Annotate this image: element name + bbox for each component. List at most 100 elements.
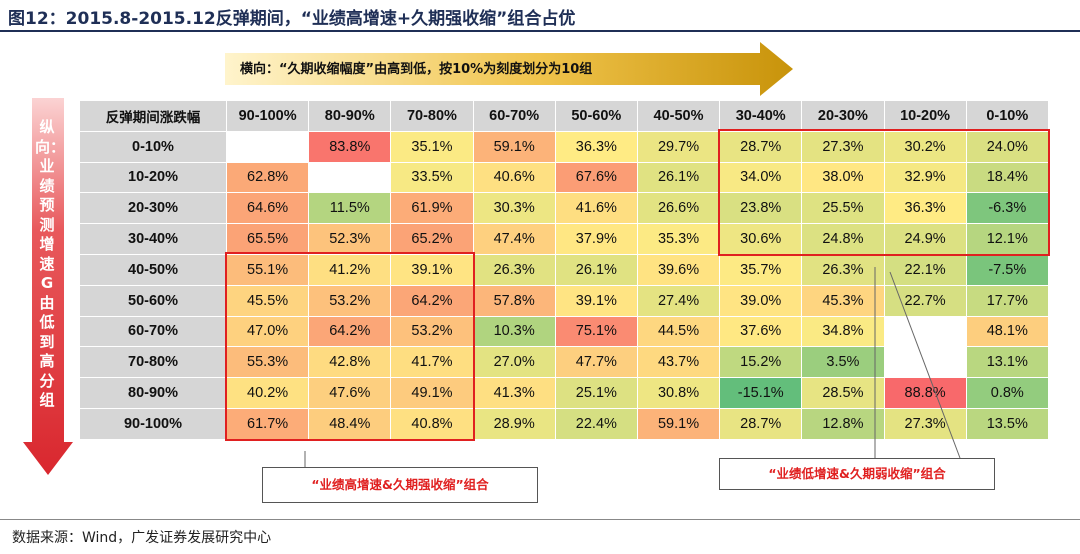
heatmap-cell: 37.6% bbox=[719, 315, 803, 348]
heatmap-cell: 55.3% bbox=[225, 346, 310, 379]
column-header: 90-100% bbox=[225, 100, 310, 132]
heatmap-cell: 34.0% bbox=[719, 161, 803, 194]
heatmap-grid: 反弹期间涨跌幅 90-100% 80-90% 70-80% 60-70% 50-60% 40… bbox=[79, 100, 1051, 442]
heatmap-cell: 64.2% bbox=[390, 284, 474, 317]
heatmap-cell: 28.7% bbox=[719, 407, 803, 440]
heatmap-cell: 65.5% bbox=[225, 223, 310, 255]
column-header: 40-50% bbox=[636, 100, 721, 132]
heatmap-cell bbox=[883, 315, 967, 348]
heatmap-cell: 13.5% bbox=[965, 407, 1049, 440]
heatmap-cell: 47.7% bbox=[554, 346, 638, 379]
heatmap-cell: 88.8% bbox=[883, 377, 967, 409]
callout-low-growth-weak-shrink: “业绩低增速&久期弱收缩”组合 bbox=[719, 458, 995, 490]
vertical-axis-note: 纵向：业绩预测增速G由低到高分组 bbox=[35, 118, 66, 409]
heatmap-cell: 40.2% bbox=[225, 377, 310, 409]
heatmap-cell: 41.6% bbox=[554, 192, 638, 225]
heatmap-cell: 41.3% bbox=[472, 377, 556, 409]
heatmap-cell: 47.4% bbox=[472, 223, 556, 255]
heatmap-cell: 61.7% bbox=[225, 407, 310, 440]
heatmap-cell: 34.8% bbox=[801, 315, 885, 348]
heatmap-cell: 53.2% bbox=[390, 315, 474, 348]
heatmap-cell: 64.2% bbox=[308, 315, 392, 348]
heatmap-cell: 40.8% bbox=[390, 407, 474, 440]
heatmap-cell: 36.3% bbox=[883, 192, 967, 225]
column-header: 20-30% bbox=[801, 100, 885, 132]
row-header: 50-60% bbox=[79, 284, 227, 317]
heatmap-cell: 37.9% bbox=[554, 223, 638, 255]
heatmap-cell: 15.2% bbox=[719, 346, 803, 379]
heatmap-cell: -6.3% bbox=[965, 192, 1049, 225]
heatmap-body: 0-10% 83.8% 35.1% 59.1% 36.3% 29.7% 28.7% 27.3%… bbox=[79, 130, 1049, 440]
row-header: 30-40% bbox=[79, 223, 227, 255]
heatmap-cell: 38.0% bbox=[801, 161, 885, 194]
heatmap-cell: 22.7% bbox=[883, 284, 967, 317]
heatmap-cell: 22.4% bbox=[554, 407, 638, 440]
vertical-arrow-shape bbox=[23, 98, 73, 475]
heatmap-cell: 26.3% bbox=[472, 253, 556, 286]
heatmap-cell: 26.1% bbox=[636, 161, 721, 194]
heatmap-cell: 53.2% bbox=[308, 284, 392, 317]
heatmap-table: 反弹期间涨跌幅 90-100% 80-90% 70-80% 60-70% 50-60% 40… bbox=[79, 100, 1049, 440]
heatmap-cell: 67.6% bbox=[554, 161, 638, 194]
heatmap-cell: 27.0% bbox=[472, 346, 556, 379]
heatmap-cell: 30.2% bbox=[883, 130, 967, 163]
heatmap-cell: 26.3% bbox=[801, 253, 885, 286]
heatmap-cell: 59.1% bbox=[472, 130, 556, 163]
heatmap-cell: 36.3% bbox=[554, 130, 638, 163]
column-header: 70-80% bbox=[390, 100, 474, 132]
heatmap-cell bbox=[225, 130, 310, 163]
heatmap-row: 20-30% 64.6% 11.5% 61.9% 30.3% 41.6% 26.6% 23.8… bbox=[79, 192, 1049, 225]
heatmap-cell: 39.1% bbox=[554, 284, 638, 317]
heatmap-cell: 27.3% bbox=[883, 407, 967, 440]
row-header: 60-70% bbox=[79, 315, 227, 348]
heatmap-cell: 29.7% bbox=[636, 130, 721, 163]
heatmap-cell: 44.5% bbox=[636, 315, 721, 348]
heatmap-cell: 25.1% bbox=[554, 377, 638, 409]
heatmap-cell: 47.0% bbox=[225, 315, 310, 348]
heatmap-cell: 32.9% bbox=[883, 161, 967, 194]
row-header: 40-50% bbox=[79, 253, 227, 286]
row-header: 90-100% bbox=[79, 407, 227, 440]
heatmap-cell bbox=[308, 161, 392, 194]
heatmap-cell: 42.8% bbox=[308, 346, 392, 379]
heatmap-cell: 43.7% bbox=[636, 346, 721, 379]
heatmap-cell: 49.1% bbox=[390, 377, 474, 409]
heatmap-cell: 47.6% bbox=[308, 377, 392, 409]
column-header: 80-90% bbox=[308, 100, 392, 132]
heatmap-cell: 25.5% bbox=[801, 192, 885, 225]
heatmap-cell: 10.3% bbox=[472, 315, 556, 348]
heatmap-cell: 52.3% bbox=[308, 223, 392, 255]
heatmap-cell: 75.1% bbox=[554, 315, 638, 348]
row-header: 10-20% bbox=[79, 161, 227, 194]
heatmap-cell: 0.8% bbox=[965, 377, 1049, 409]
source-note: 数据来源：Wind，广发证券发展研究中心 bbox=[12, 530, 272, 546]
heatmap-cell: 61.9% bbox=[390, 192, 474, 225]
heatmap-cell: 65.2% bbox=[390, 223, 474, 255]
heatmap-cell: 39.1% bbox=[390, 253, 474, 286]
heatmap-cell: 24.8% bbox=[801, 223, 885, 255]
heatmap-cell: 39.0% bbox=[719, 284, 803, 317]
column-header: 30-40% bbox=[719, 100, 803, 132]
horizontal-axis-note: 横向：“久期收缩幅度”由高到低，按10%为刻度划分为10组 bbox=[240, 62, 593, 77]
heatmap-row: 40-50% 55.1% 41.2% 39.1% 26.3% 26.1% 39.6% 35.7… bbox=[79, 253, 1049, 286]
heatmap-cell: 22.1% bbox=[883, 253, 967, 286]
heatmap-cell: 23.8% bbox=[719, 192, 803, 225]
heatmap-cell: 27.4% bbox=[636, 284, 721, 317]
row-header: 70-80% bbox=[79, 346, 227, 379]
heatmap-cell: 17.7% bbox=[965, 284, 1049, 317]
heatmap-cell: 40.6% bbox=[472, 161, 556, 194]
column-header: 50-60% bbox=[554, 100, 638, 132]
heatmap-cell: 27.3% bbox=[801, 130, 885, 163]
heatmap-cell: 30.3% bbox=[472, 192, 556, 225]
heatmap-cell: 30.8% bbox=[636, 377, 721, 409]
heatmap-row: 30-40% 65.5% 52.3% 65.2% 47.4% 37.9% 35.3% 30.6… bbox=[79, 223, 1049, 255]
heatmap-cell: 39.6% bbox=[636, 253, 721, 286]
source-rule bbox=[0, 519, 1080, 520]
heatmap-cell: 55.1% bbox=[225, 253, 310, 286]
heatmap-cell: 57.8% bbox=[472, 284, 556, 317]
heatmap-cell: 12.8% bbox=[801, 407, 885, 440]
heatmap-cell: 64.6% bbox=[225, 192, 310, 225]
heatmap-row: 50-60% 45.5% 53.2% 64.2% 57.8% 39.1% 27.4% 39.0… bbox=[79, 284, 1049, 317]
heatmap-cell: 28.5% bbox=[801, 377, 885, 409]
heatmap-cell: -15.1% bbox=[719, 377, 803, 409]
